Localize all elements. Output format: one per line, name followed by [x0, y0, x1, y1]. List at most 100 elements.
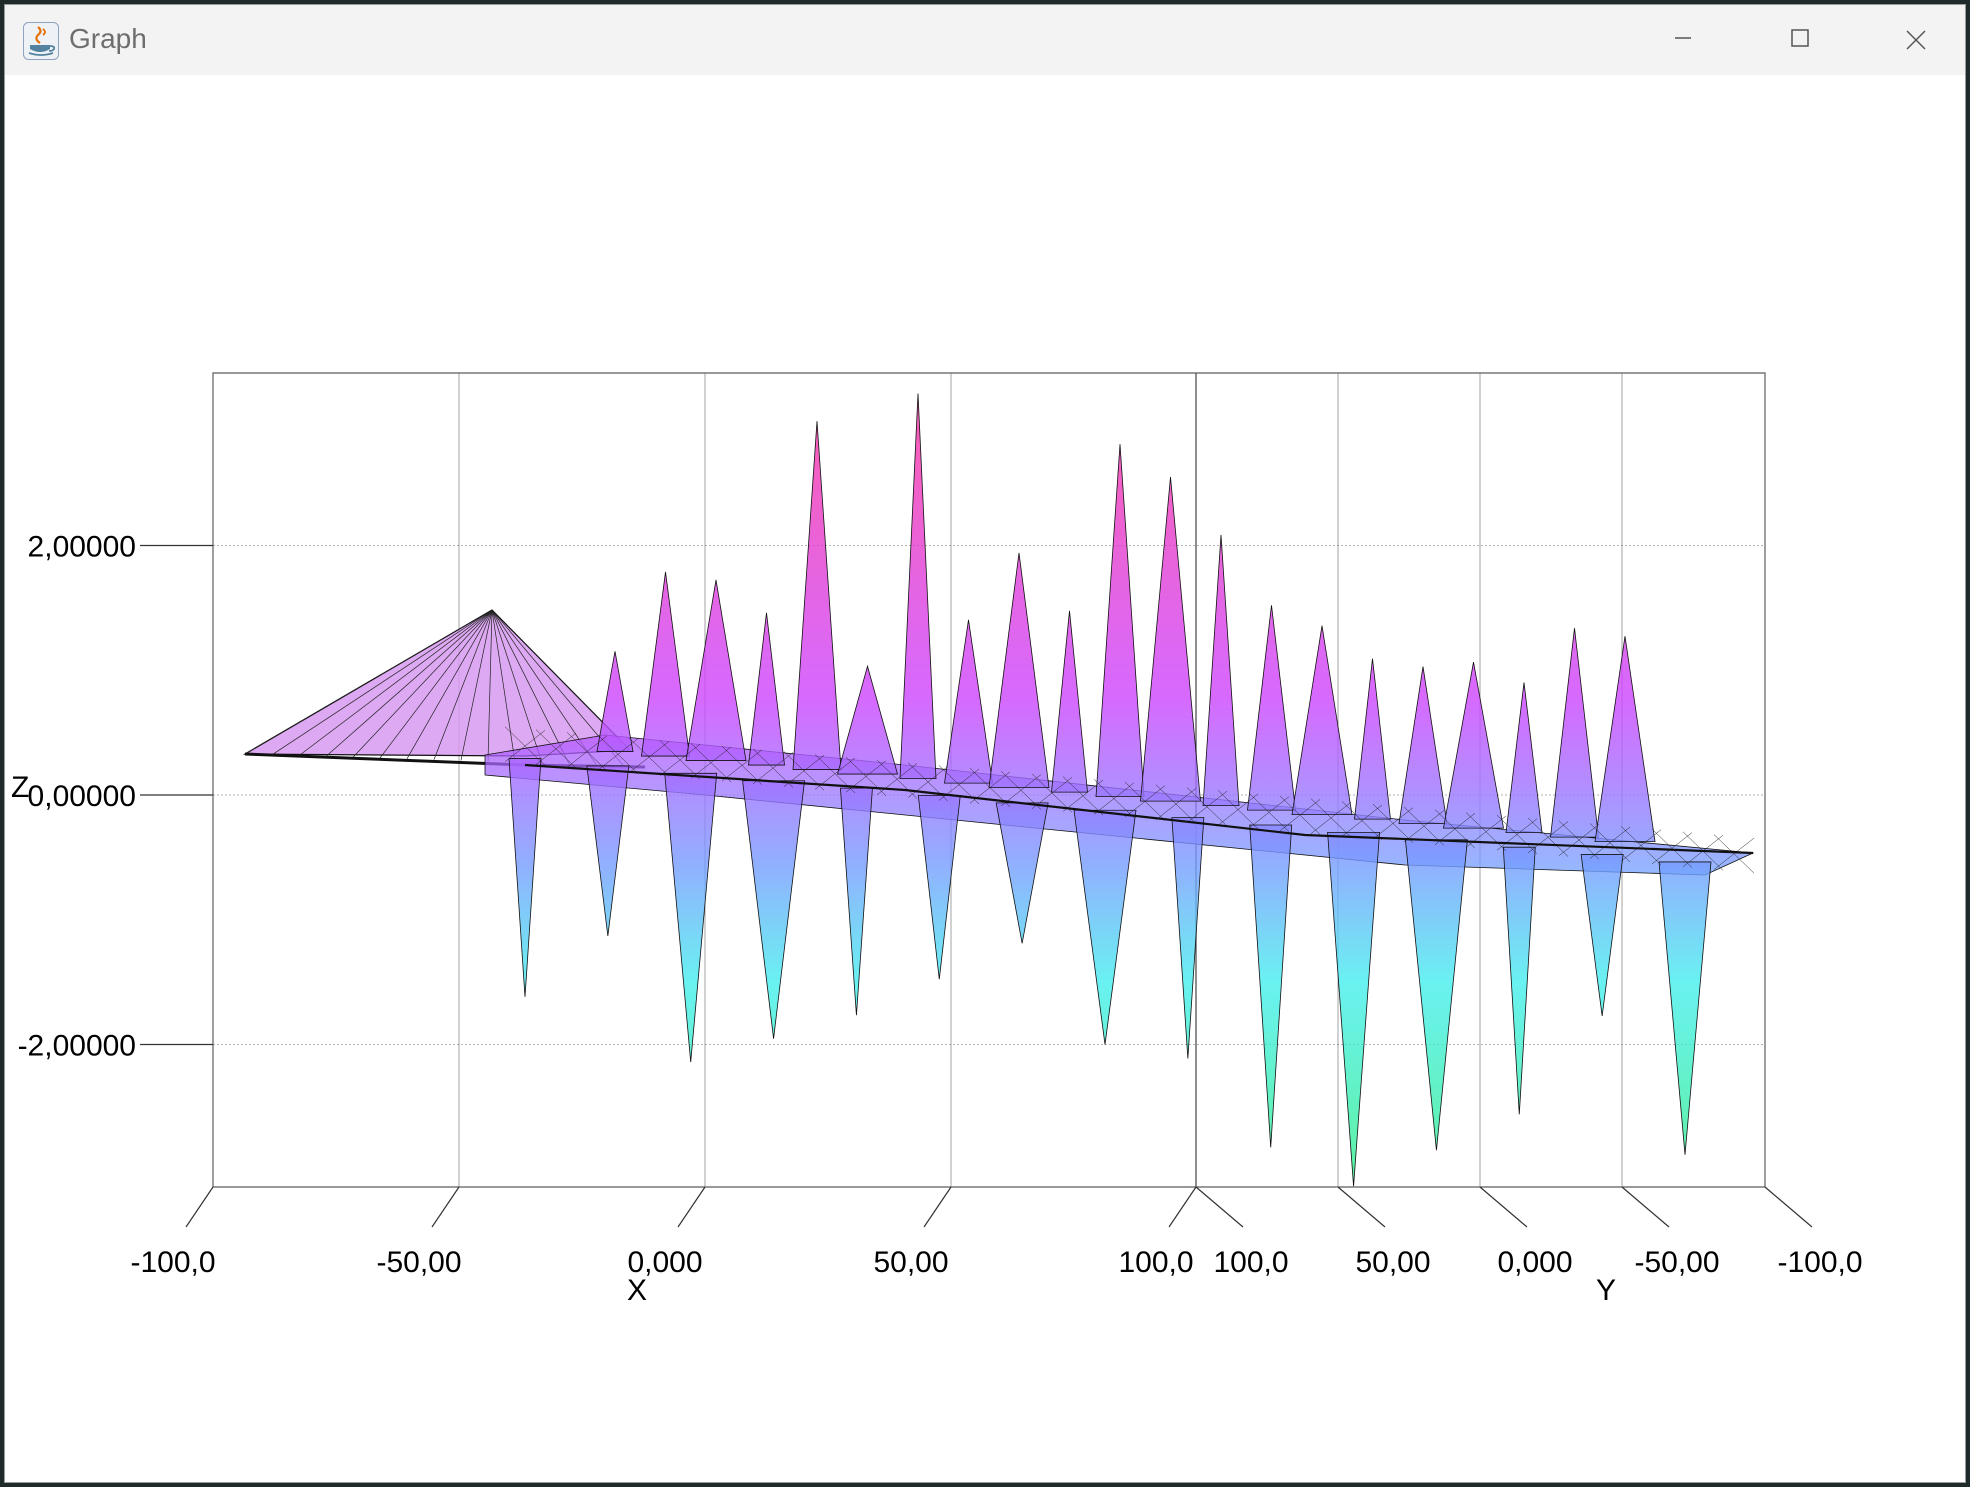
mesh-line: [535, 732, 577, 765]
mesh-line: [1093, 782, 1135, 815]
surface-trough: [1073, 809, 1137, 1045]
surface-peak: [1594, 636, 1656, 842]
surface-chart: Z X Y 2,00000 0,00000 -2,00000 -100,0 -50,00…: [11, 372, 1863, 1307]
mesh-line: [1713, 837, 1755, 870]
pyramid-rib: [244, 609, 493, 755]
mesh-line: [1031, 777, 1073, 809]
surface-trough: [1580, 854, 1624, 1017]
java-cup-icon: [23, 22, 59, 60]
title-bar[interactable]: Graph: [5, 5, 1965, 75]
y-tick: [1337, 1186, 1386, 1228]
surface-peak: [596, 651, 634, 752]
x-tick: [923, 1186, 952, 1228]
x-tick: [185, 1186, 214, 1228]
y-tick: [1764, 1186, 1813, 1228]
surface-peak: [1443, 662, 1504, 829]
surface-mesh: [242, 393, 1755, 1187]
surface-peak: [899, 393, 937, 779]
z-tick-label: 2,00000: [28, 531, 136, 564]
mesh-ridge: [524, 763, 1754, 855]
tick-marks: [140, 544, 1813, 1228]
surface-trough: [508, 758, 542, 997]
mesh-line: [721, 749, 763, 782]
surface-peak: [1202, 534, 1240, 806]
mesh-line: [1155, 788, 1197, 820]
mesh-line: [907, 766, 949, 798]
mesh-line: [1279, 799, 1321, 832]
plot-area: Z X Y 2,00000 0,00000 -2,00000 -100,0 -50,00…: [5, 75, 1965, 1482]
y-tick: [1479, 1186, 1528, 1228]
minimize-button[interactable]: [1625, 5, 1741, 75]
surface-trough: [839, 787, 873, 1016]
x-tick: [677, 1186, 706, 1228]
mesh-line: [1186, 790, 1228, 823]
pyramid-rib: [491, 609, 597, 765]
surface-spikes: [508, 393, 1712, 1187]
z-axis-label: Z: [11, 771, 29, 804]
maximize-icon: [1791, 29, 1809, 47]
surface-peak: [1095, 444, 1145, 797]
surface-peak: [685, 579, 747, 761]
mesh-line: [1341, 804, 1383, 837]
surface-peak: [988, 552, 1050, 788]
pyramid-rib: [298, 609, 493, 756]
surface-peak: [1550, 628, 1599, 838]
x-tick-label: 100,0: [1118, 1246, 1193, 1279]
y-tick: [1621, 1186, 1670, 1228]
axis-labels: Z X Y: [11, 771, 1616, 1307]
surface-trough: [1404, 839, 1468, 1151]
pyramid-rib: [352, 609, 493, 758]
pyramid-rib: [406, 609, 493, 759]
x-tick: [1168, 1186, 1197, 1228]
surface-peak: [1505, 682, 1543, 833]
surface-trough: [1327, 832, 1381, 1187]
surface-peak: [944, 619, 993, 784]
surface-peak: [836, 664, 899, 775]
mesh-line: [1496, 818, 1538, 851]
mesh-line: [1403, 810, 1445, 843]
pyramid-rib: [460, 609, 493, 761]
mesh-line: [1248, 796, 1290, 829]
mesh-line: [597, 738, 639, 771]
x-axis-label: X: [627, 1274, 647, 1307]
surface-trough: [1171, 817, 1205, 1059]
mesh-line: [1651, 832, 1693, 865]
surface-trough: [742, 780, 806, 1039]
surface-peak: [641, 571, 690, 757]
graph-window: Graph: [4, 4, 1966, 1483]
surface-trough: [995, 802, 1049, 944]
pyramid-rib: [491, 609, 516, 763]
mesh-line: [1558, 824, 1600, 856]
surface-wireframe: [504, 726, 1755, 874]
surface-peak: [1398, 666, 1448, 824]
mesh-line: [1217, 793, 1259, 826]
z-tick-label: -2,00000: [18, 1030, 136, 1063]
pyramid-ribs: [244, 609, 624, 766]
surface-peak: [1291, 625, 1353, 815]
mesh-line: [566, 735, 608, 768]
y-tick-label: -50,00: [1634, 1246, 1719, 1279]
y-tick-label: -100,0: [1777, 1246, 1862, 1279]
x-tick-label: -50,00: [376, 1246, 461, 1279]
pyramid-rib: [325, 609, 493, 757]
mesh-line: [659, 743, 701, 776]
pyramid-rib: [491, 609, 570, 764]
pyramid-face: [242, 609, 632, 757]
pyramid-rib: [433, 609, 493, 760]
y-tick: [1195, 1186, 1244, 1228]
y-axis-label: Y: [1596, 1274, 1616, 1307]
surface-peak: [1051, 610, 1088, 793]
x-tick: [431, 1186, 460, 1228]
window-title: Graph: [69, 23, 147, 54]
maximize-button[interactable]: [1741, 5, 1857, 75]
mesh-line: [752, 752, 794, 785]
surface-trough: [917, 795, 961, 980]
x-tick-label: 50,00: [873, 1246, 948, 1279]
minimize-icon: [1675, 37, 1691, 39]
y-tick-label: 50,00: [1355, 1246, 1430, 1279]
x-tick-label: -100,0: [130, 1246, 215, 1279]
close-icon: [1906, 30, 1926, 50]
mesh-line: [1310, 801, 1352, 834]
surface-peak: [748, 612, 785, 766]
close-button[interactable]: [1857, 5, 1965, 75]
